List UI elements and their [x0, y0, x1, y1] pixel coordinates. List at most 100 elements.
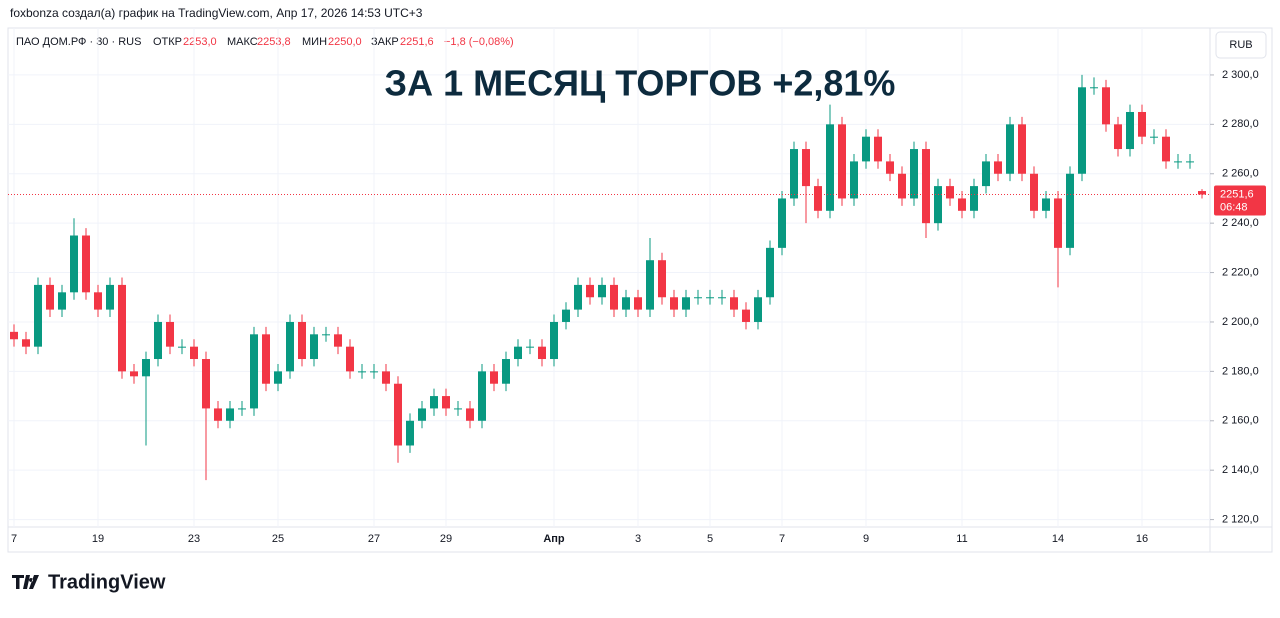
candle [214, 401, 222, 429]
x-tick-label: 7 [779, 533, 785, 545]
x-tick-label: 3 [635, 533, 641, 545]
candle-body [1138, 111, 1146, 137]
candle [1102, 79, 1110, 132]
candle [742, 302, 750, 330]
x-tick-label: 5 [707, 533, 713, 545]
candle-body [130, 371, 138, 377]
y-tick-label: 2 140,0 [1222, 464, 1259, 476]
candle [322, 326, 330, 342]
candle-body [322, 334, 330, 336]
candle [382, 363, 390, 392]
candle-body [1198, 191, 1206, 195]
low-label: МИН [302, 36, 327, 48]
candle-body [886, 161, 894, 174]
candle [1126, 104, 1134, 157]
candle [874, 129, 882, 169]
y-tick-label: 2 300,0 [1222, 69, 1259, 81]
currency-button[interactable] [1215, 31, 1267, 59]
plot [8, 28, 1210, 527]
candle-body [958, 198, 966, 211]
candle-body [1090, 87, 1098, 89]
candle [478, 363, 486, 429]
candle-body [166, 321, 174, 347]
candle-body [790, 149, 798, 199]
candle [34, 277, 42, 355]
last-price-label: 2251,6 [1220, 188, 1254, 200]
candle-body [982, 161, 990, 187]
candle [910, 141, 918, 206]
candle-body [502, 359, 510, 384]
x-tick-label: 19 [92, 533, 104, 545]
candle-body [1186, 161, 1194, 163]
candle [586, 277, 594, 305]
candle [394, 376, 402, 463]
candle [826, 104, 834, 219]
candle-body [178, 346, 186, 348]
x-tick-label: 27 [368, 533, 380, 545]
candle-body [310, 334, 318, 360]
candle [454, 401, 462, 416]
candle [10, 324, 18, 347]
candle [22, 331, 30, 355]
candle [1186, 153, 1194, 169]
last-price-tag [1214, 185, 1266, 216]
candle-body [382, 371, 390, 384]
y-tick-label: 2 200,0 [1222, 316, 1259, 328]
candle-body [70, 235, 78, 293]
candle-body [946, 186, 954, 199]
candle [778, 191, 786, 256]
candle [1042, 191, 1050, 219]
candle-body [406, 420, 414, 446]
candle-body [1150, 136, 1158, 138]
candle-body [1018, 124, 1026, 174]
candle-body [1042, 198, 1050, 211]
candle-body [142, 359, 150, 377]
candle-body [718, 297, 726, 299]
candle-body [730, 297, 738, 310]
credit: foxbonza создал(а) график на TradingView… [10, 6, 423, 20]
candle-body [1102, 87, 1110, 125]
candle-body [214, 408, 222, 421]
candle-body [94, 292, 102, 310]
y-tick-label: 2 240,0 [1222, 217, 1259, 229]
close-label: ЗАКР [371, 36, 399, 48]
candle [790, 141, 798, 206]
candle-body [22, 339, 30, 347]
candle-body [670, 297, 678, 310]
candle-body [706, 297, 714, 299]
x-tick-label: 23 [188, 533, 200, 545]
candle [754, 289, 762, 330]
candle [610, 277, 618, 318]
candle [634, 289, 642, 318]
y-tick-label: 2 160,0 [1222, 415, 1259, 427]
candle-body [370, 371, 378, 373]
candle [1150, 129, 1158, 145]
logo-text: TradingView [48, 571, 166, 593]
y-tick-label: 2 120,0 [1222, 513, 1259, 525]
candle-body [1006, 124, 1014, 174]
candle-body [274, 371, 282, 384]
candle-body [874, 136, 882, 162]
candle-body [118, 284, 126, 372]
candle [418, 401, 426, 429]
candle [286, 314, 294, 379]
candle [370, 363, 378, 379]
candle [1114, 116, 1122, 157]
candle [574, 277, 582, 318]
candle [442, 388, 450, 416]
candle-body [154, 321, 162, 360]
candle-body [898, 173, 906, 199]
candle-body [550, 321, 558, 360]
candle [82, 228, 90, 300]
x-tick-label: 29 [440, 533, 452, 545]
high-label: МАКС [227, 36, 258, 48]
y-tick-label: 2 280,0 [1222, 118, 1259, 130]
candle [598, 277, 606, 305]
candle-body [658, 260, 666, 298]
candle [1078, 74, 1086, 182]
currency[interactable]: RUB [1229, 39, 1252, 51]
candle-body [538, 346, 546, 360]
logo: TradingView [12, 571, 166, 593]
candle [970, 178, 978, 219]
